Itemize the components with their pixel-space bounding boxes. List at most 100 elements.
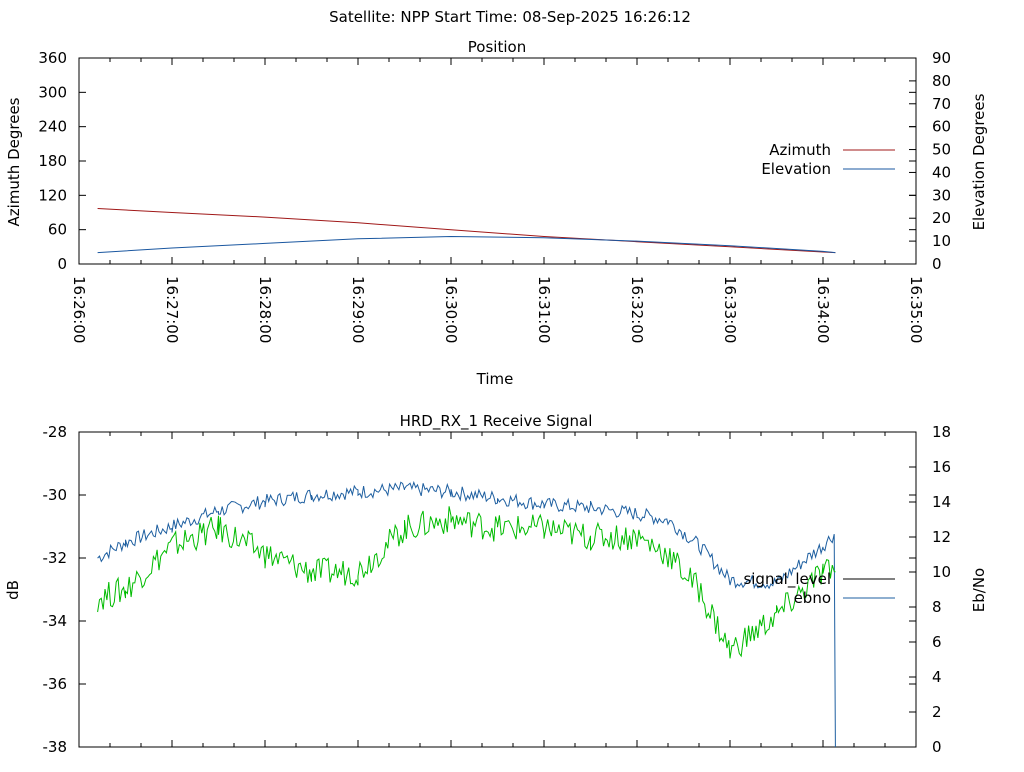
x-tick-label: 16:28:00: [256, 276, 274, 343]
right-tick-label: 0: [932, 255, 942, 273]
data-point-ebno: [590, 536, 592, 538]
data-point-signal-level: [636, 513, 638, 515]
left-tick-label: 60: [48, 221, 67, 239]
left-tick-label: -36: [43, 675, 68, 693]
data-point-signal-level: [97, 557, 99, 559]
data-point-elevation: [729, 245, 731, 247]
data-point-ebno: [776, 615, 778, 617]
position-chart: Position Azimuth Degrees Elevation Degre…: [5, 38, 988, 388]
left-tick-label: 360: [38, 49, 67, 67]
data-point-signal-level: [311, 494, 313, 496]
right-tick-label: 18: [932, 423, 951, 441]
azimuth-axis-label: Azimuth Degrees: [5, 97, 23, 226]
data-point-signal-level: [834, 746, 836, 748]
left-tick-label: -28: [43, 423, 68, 441]
receive-signal-series: [97, 480, 836, 748]
right-tick-label: 30: [932, 186, 951, 204]
right-tick-label: 80: [932, 72, 951, 90]
position-series: [97, 207, 836, 254]
data-point-signal-level: [590, 507, 592, 509]
ebno-axis-label: Eb/No: [970, 568, 988, 612]
data-point-elevation: [357, 238, 359, 240]
left-tick-label: -30: [43, 486, 68, 504]
data-point-azimuth: [264, 216, 266, 218]
data-point-signal-level: [125, 541, 127, 543]
data-point-ebno: [450, 519, 452, 521]
data-point-elevation: [97, 252, 99, 254]
data-point-azimuth: [97, 207, 99, 209]
data-point-signal-level: [357, 491, 359, 493]
data-point-ebno: [311, 571, 313, 573]
data-point-elevation: [834, 252, 836, 254]
data-point-azimuth: [171, 212, 173, 214]
series-line-ebno: [97, 506, 836, 659]
right-tick-label: 16: [932, 458, 951, 476]
data-point-ebno: [97, 597, 99, 599]
data-point-signal-level: [834, 532, 836, 534]
position-chart-title: Position: [468, 38, 526, 56]
legend-label: Azimuth: [769, 141, 831, 159]
right-tick-label: 60: [932, 118, 951, 136]
data-point-signal-level: [543, 503, 545, 505]
data-point-azimuth: [357, 222, 359, 224]
x-tick-label: 16:31:00: [535, 276, 553, 343]
data-point-elevation: [171, 247, 173, 249]
right-tick-label: 40: [932, 163, 951, 181]
data-point-elevation: [264, 242, 266, 244]
data-point-signal-level: [404, 488, 406, 490]
data-point-signal-level: [497, 497, 499, 499]
right-tick-label: 50: [932, 141, 951, 159]
x-tick-label: 16:35:00: [907, 276, 925, 343]
left-tick-label: -32: [43, 549, 68, 567]
right-tick-label: 10: [932, 232, 951, 250]
right-tick-label: 70: [932, 95, 951, 113]
left-tick-label: 120: [38, 186, 67, 204]
page-header: Satellite: NPP Start Time: 08-Sep-2025 1…: [329, 8, 691, 26]
receive-signal-chart: HRD_RX_1 Receive Signal dB Eb/No -38 -36 -…: [4, 412, 988, 756]
data-point-ebno: [171, 545, 173, 547]
data-point-ebno: [698, 589, 700, 591]
data-point-elevation: [450, 236, 452, 238]
x-tick-label: 16:27:00: [163, 276, 181, 343]
left-tick-label: -34: [43, 612, 68, 630]
x-tick-label: 16:26:00: [70, 276, 88, 343]
data-point-ebno: [125, 589, 127, 591]
data-point-ebno: [264, 554, 266, 556]
data-point-ebno: [729, 650, 731, 652]
time-axis-label: Time: [476, 370, 514, 388]
data-point-signal-level: [450, 491, 452, 493]
x-tick-label: 16:29:00: [349, 276, 367, 343]
right-tick-label: 12: [932, 528, 951, 546]
right-tick-label: 4: [932, 668, 942, 686]
data-point-signal-level: [822, 544, 824, 546]
right-tick-label: 2: [932, 703, 942, 721]
left-tick-label: 300: [38, 83, 67, 101]
left-tick-label: -38: [43, 738, 68, 756]
data-point-ebno: [357, 571, 359, 573]
data-point-ebno: [834, 571, 836, 573]
db-axis-label: dB: [4, 580, 22, 600]
data-point-elevation: [543, 237, 545, 239]
right-tick-label: 90: [932, 49, 951, 67]
elevation-axis-label: Elevation Degrees: [970, 93, 988, 230]
right-tick-label: 6: [932, 633, 942, 651]
x-tick-label: 16:33:00: [721, 276, 739, 343]
data-point-ebno: [636, 536, 638, 538]
series-line-signal-level: [97, 480, 836, 748]
legend-label: ebno: [794, 589, 831, 607]
legend-label: Elevation: [761, 160, 831, 178]
data-point-ebno: [218, 527, 220, 529]
data-point-elevation: [822, 250, 824, 252]
receive-signal-chart-title: HRD_RX_1 Receive Signal: [400, 412, 593, 431]
data-point-elevation: [636, 240, 638, 242]
data-point-ebno: [543, 527, 545, 529]
data-point-signal-level: [171, 526, 173, 528]
right-tick-label: 14: [932, 493, 951, 511]
left-tick-label: 180: [38, 152, 67, 170]
x-tick-label: 16:32:00: [628, 276, 646, 343]
right-tick-label: 20: [932, 209, 951, 227]
left-tick-label: 240: [38, 118, 67, 136]
